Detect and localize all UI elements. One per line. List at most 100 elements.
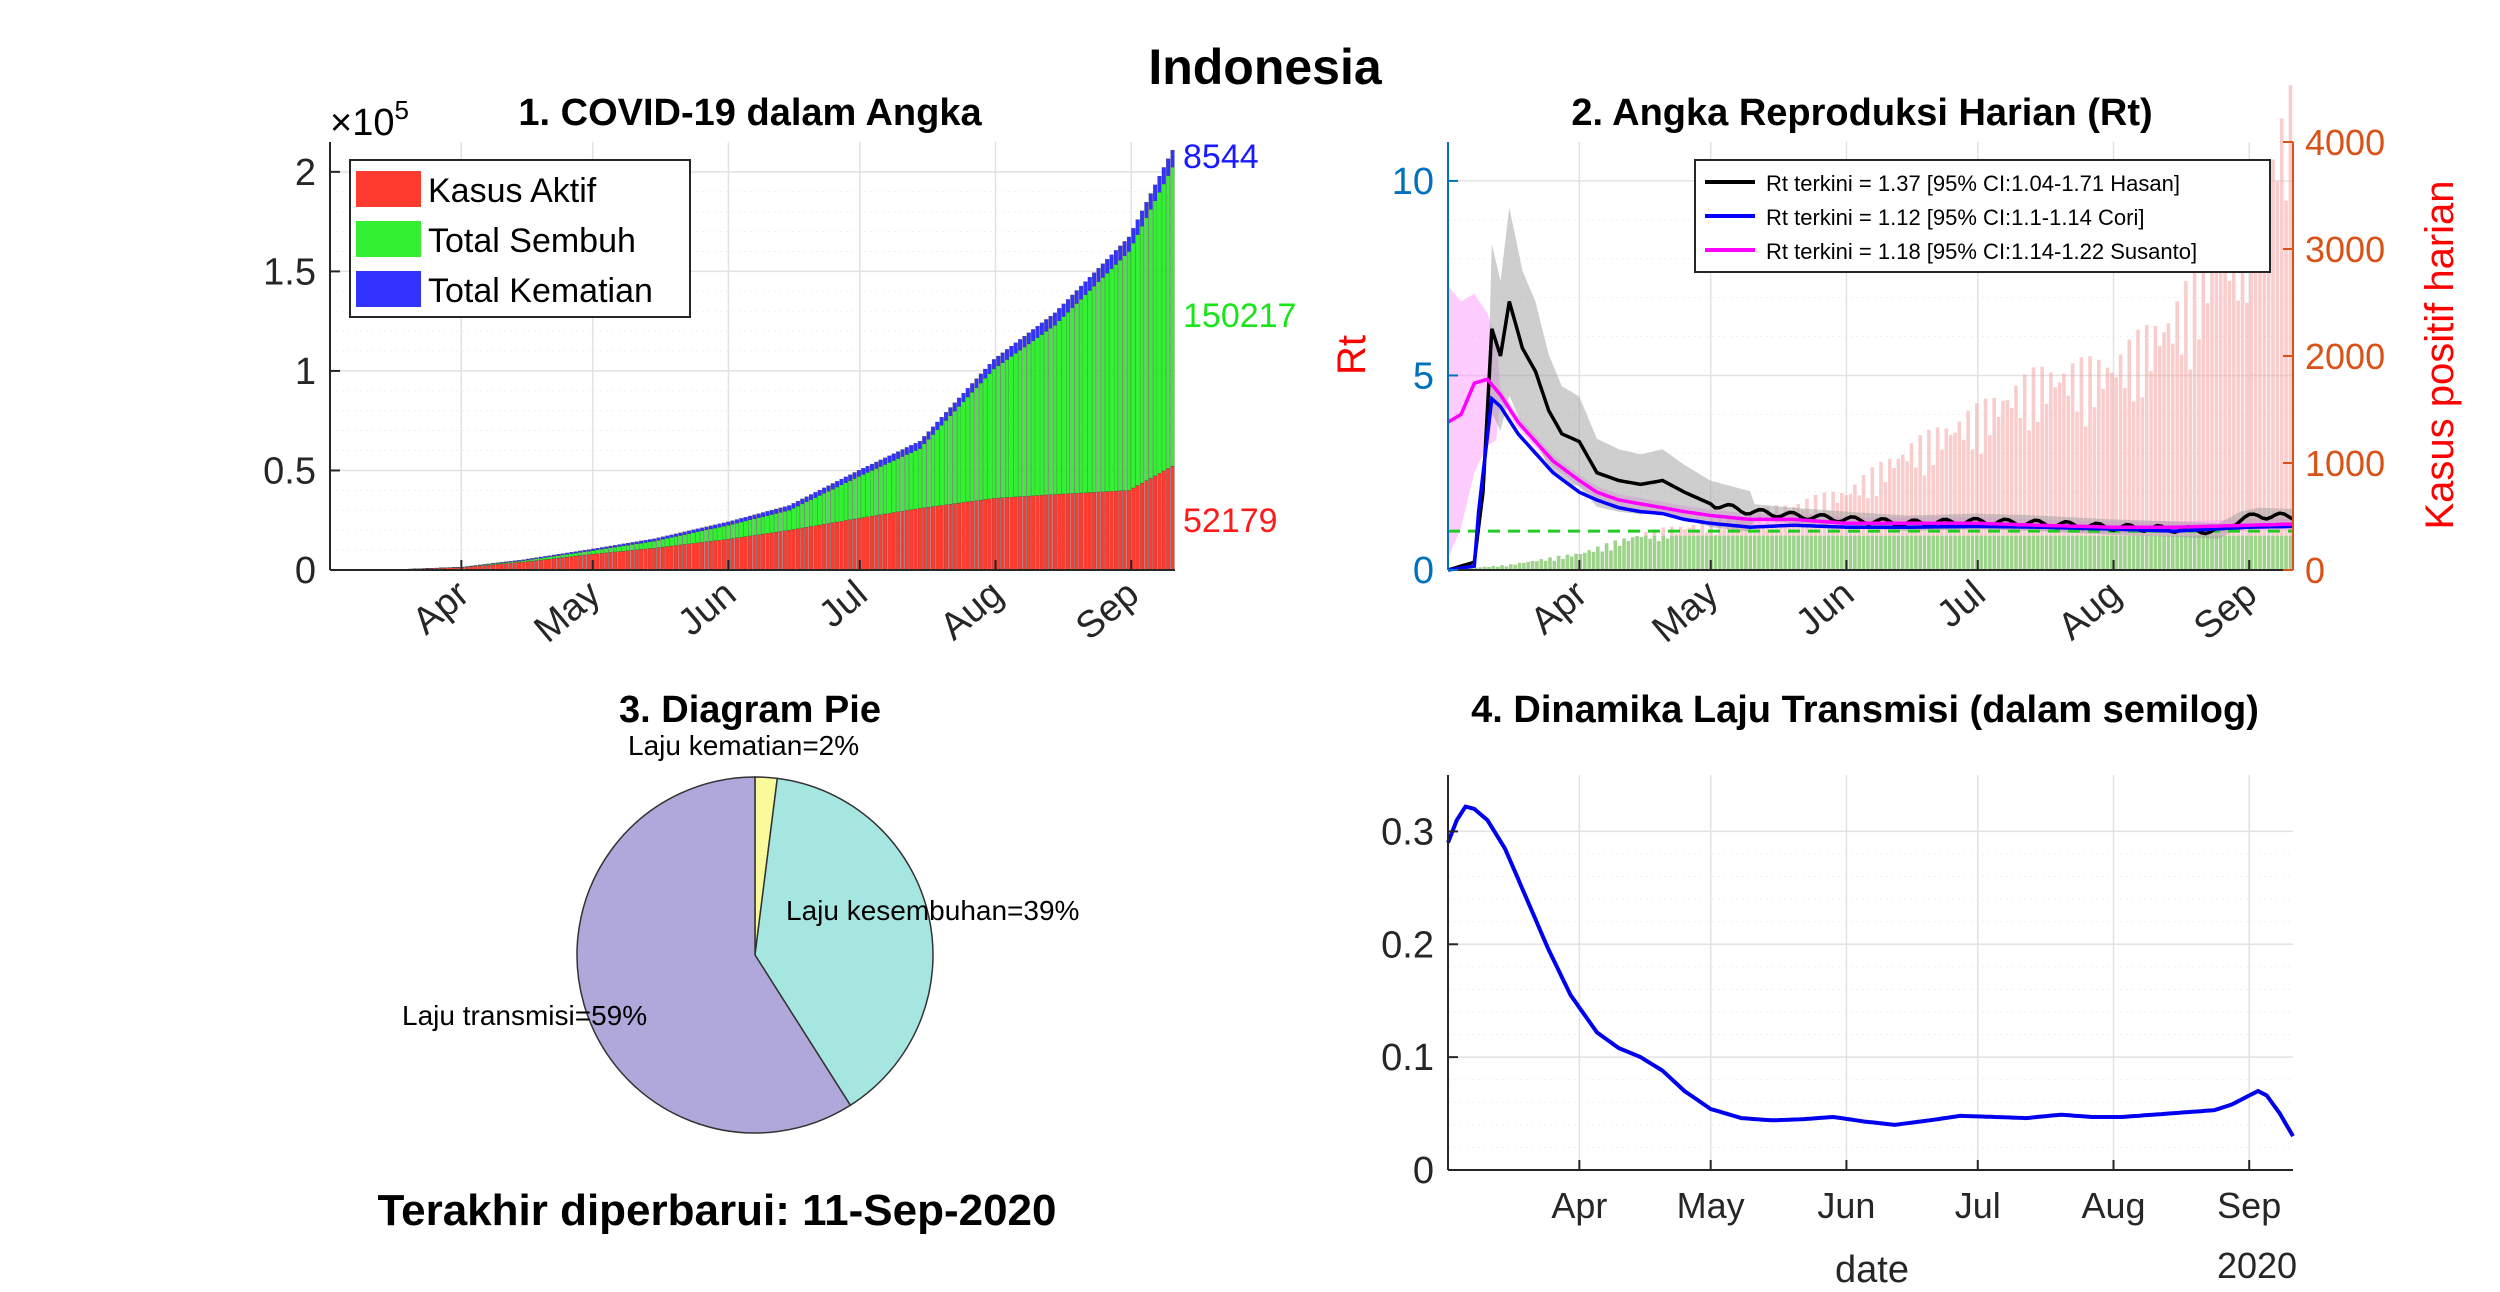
daily-case-bar-low [1522, 562, 1526, 570]
daily-case-bar-low [2249, 535, 2253, 570]
daily-case-bar [2149, 371, 2153, 570]
bar-kematian [530, 558, 535, 560]
legend-swatch-aktif [356, 171, 421, 207]
bar-aktif [887, 513, 892, 571]
bar-kematian [1096, 268, 1101, 282]
pie-slice-sembuh [754, 777, 934, 1107]
daily-case-bar [1979, 453, 1983, 570]
bar-kematian [1166, 158, 1171, 176]
bar-aktif [939, 505, 944, 571]
bar-kematian [774, 508, 779, 514]
daily-case-bar-low [1539, 559, 1544, 570]
bar-kematian [682, 531, 687, 535]
bar-aktif [521, 561, 526, 571]
bar-aktif [525, 561, 530, 571]
bar-sembuh [996, 365, 1001, 499]
bar-aktif [734, 537, 739, 571]
bar-aktif [634, 549, 639, 571]
daily-case-bar-low [1574, 553, 1578, 570]
bar-sembuh [795, 505, 800, 529]
daily-case-bar-low [1583, 552, 1587, 570]
cases-xtick-label: Jun [670, 573, 744, 645]
daily-case-bar-low [2240, 535, 2245, 570]
bar-sembuh [739, 521, 744, 538]
bar-kematian [948, 407, 953, 416]
bar-aktif [1161, 470, 1166, 571]
bar-kematian [830, 483, 835, 490]
bar-sembuh [730, 524, 735, 539]
bar-kematian [1131, 228, 1136, 244]
daily-case-bar-low [1635, 536, 1639, 570]
bar-sembuh [843, 482, 848, 521]
daily-case-bar [1935, 427, 1940, 570]
bar-kematian [504, 561, 509, 563]
bar-sembuh [708, 528, 713, 542]
bar-aktif [1140, 482, 1145, 571]
legend-label-sembuh: Total Sembuh [428, 222, 636, 260]
bar-aktif [517, 562, 522, 571]
bar-sembuh [573, 552, 578, 557]
cases-chart-title: 1. COVID-19 dalam Angka [518, 92, 982, 134]
bar-kematian [660, 536, 665, 540]
daily-case-bar [2262, 205, 2267, 570]
daily-case-bar-low [1813, 535, 1818, 570]
bar-aktif [656, 547, 661, 571]
bar-kematian [586, 549, 591, 552]
daily-case-bar-low [1796, 535, 1801, 570]
daily-case-bar-low [1953, 535, 1957, 570]
bar-sembuh [878, 466, 883, 515]
bar-aktif [1044, 494, 1049, 571]
bar-sembuh [765, 515, 770, 534]
semilog-xtick-label: Jun [1817, 1185, 1875, 1226]
bar-kematian [643, 540, 648, 543]
daily-case-bar-low [2192, 535, 2197, 570]
bar-kematian [952, 402, 957, 412]
bar-sembuh [704, 529, 709, 542]
bar-kematian [508, 561, 513, 563]
daily-case-bar-low [1552, 560, 1557, 570]
bar-aktif [909, 509, 914, 571]
bar-aktif [917, 508, 922, 571]
daily-case-bar-low [1914, 535, 1918, 570]
bar-kematian [983, 368, 988, 379]
daily-case-bar-low [2188, 535, 2193, 570]
daily-case-bar [1975, 403, 1979, 570]
bar-kematian [547, 555, 552, 557]
daily-case-bar-low [1809, 535, 1814, 570]
bar-kematian [1022, 335, 1027, 348]
bar-aktif [987, 498, 992, 571]
daily-case-bar-low [1983, 535, 1988, 570]
bar-aktif [1018, 496, 1023, 571]
bar-sembuh [935, 429, 940, 507]
bar-sembuh [508, 561, 513, 564]
bar-kematian [748, 515, 753, 521]
bar-aktif [761, 533, 766, 571]
bar-kematian [1118, 245, 1123, 261]
daily-case-bar [2136, 329, 2140, 570]
bar-sembuh [647, 541, 652, 549]
daily-case-bar [2053, 387, 2057, 570]
daily-case-bar [1918, 435, 1922, 570]
end-label-kematian: 8544 [1183, 138, 1259, 176]
bar-kematian [673, 533, 678, 537]
bar-aktif [621, 550, 626, 571]
daily-case-bar-low [1770, 535, 1774, 570]
bar-kematian [495, 562, 500, 564]
bar-sembuh [987, 373, 992, 500]
daily-case-bar-low [2227, 535, 2232, 570]
daily-case-bar-low [1718, 535, 1722, 570]
daily-case-bar-low [2266, 535, 2271, 570]
daily-case-bar [2036, 421, 2040, 570]
daily-case-bar [2192, 266, 2197, 570]
bar-kematian [909, 445, 914, 453]
bar-kematian [926, 431, 931, 440]
bar-kematian [612, 545, 617, 548]
bar-sembuh [678, 535, 683, 546]
bar-sembuh [621, 545, 626, 552]
daily-case-bar-low [2114, 535, 2118, 570]
daily-case-bar-low [1975, 535, 1979, 570]
bar-kematian [608, 545, 613, 548]
bar-sembuh [1118, 260, 1123, 491]
daily-case-bar-low [2062, 535, 2066, 570]
bar-aktif [665, 546, 670, 571]
